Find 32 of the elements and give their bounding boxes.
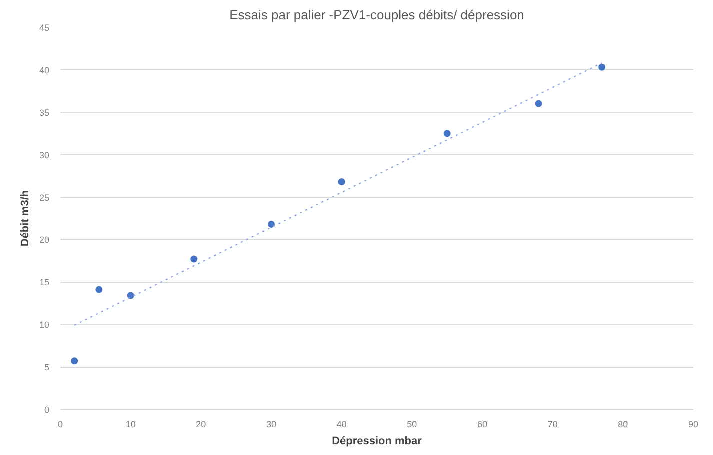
y-tick-label: 15 (39, 278, 50, 288)
y-tick-label: 25 (39, 192, 50, 203)
x-tick-label: 50 (407, 420, 418, 430)
y-tick-label: 40 (39, 65, 50, 76)
point (96, 286, 103, 294)
point (71, 358, 78, 365)
chart-title: Essais par palier -PZV1-couples débits/ dépression (230, 8, 524, 22)
point (268, 220, 275, 228)
x-tick-label: 20 (196, 420, 206, 430)
point (535, 100, 542, 108)
y-tick-label: 0 (44, 405, 50, 415)
x-tick-label: 60 (477, 420, 488, 430)
y-axis-title: Débit m3/h (19, 190, 32, 247)
x-tick-label: 0 (58, 420, 64, 430)
y-tick-label: 20 (39, 235, 50, 246)
x-tick-label: 40 (336, 420, 347, 430)
x-tick-label: 10 (126, 420, 136, 430)
y-tick-label: 10 (39, 320, 50, 330)
point (598, 64, 606, 71)
x-tick-label: 30 (266, 420, 277, 430)
x-tick-label: 90 (688, 420, 699, 430)
y-tick-label: 45 (39, 23, 50, 33)
x-tick-label: 70 (548, 420, 558, 430)
point (190, 256, 198, 263)
y-tick-label: 5 (44, 362, 50, 373)
x-axis-title: Dépression mbar (332, 436, 423, 448)
point (338, 178, 346, 186)
x-tick-label: 80 (618, 420, 628, 430)
y-tick-label: 30 (39, 150, 50, 160)
y-tick-label: 35 (39, 108, 50, 118)
point (444, 130, 451, 138)
point (127, 292, 134, 300)
